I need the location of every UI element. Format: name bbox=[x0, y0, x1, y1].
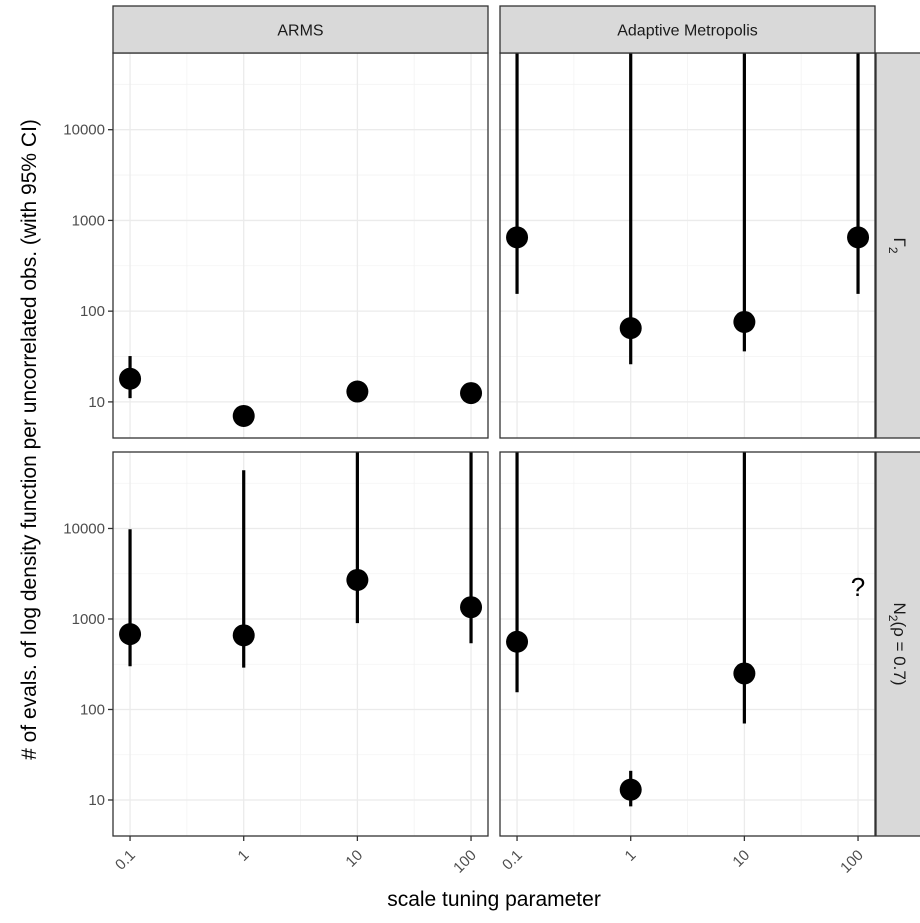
data-point bbox=[232, 404, 255, 427]
panel-2-series bbox=[119, 452, 483, 668]
y-tick-label: 100 bbox=[80, 303, 105, 320]
panel-0-series bbox=[119, 356, 483, 427]
y-tick-label: 10000 bbox=[63, 520, 105, 537]
data-point bbox=[346, 380, 369, 403]
x-tick-label: 10 bbox=[342, 847, 366, 871]
facet-row-label: N2(ρ = 0.7) bbox=[886, 603, 909, 686]
y-tick-label: 10000 bbox=[63, 122, 105, 139]
data-point bbox=[506, 226, 529, 249]
x-tick-label: 1 bbox=[235, 847, 253, 865]
x-tick-label: 10 bbox=[729, 847, 753, 871]
data-point bbox=[119, 623, 142, 646]
x-tick-label: 0.1 bbox=[499, 847, 526, 874]
panel-border bbox=[499, 451, 876, 837]
panel-3-series bbox=[506, 452, 756, 807]
facet-row-label-subscript: 2 bbox=[886, 615, 900, 622]
data-point bbox=[232, 624, 255, 647]
facet-row-label-base: Γ bbox=[890, 237, 909, 246]
y-tick-label: 1000 bbox=[72, 212, 105, 229]
data-point bbox=[346, 568, 369, 591]
facet-strip-right bbox=[875, 52, 920, 439]
x-tick-label: 100 bbox=[450, 847, 480, 877]
facet-strip-top bbox=[112, 5, 489, 54]
panel-border bbox=[112, 451, 489, 837]
data-point bbox=[119, 367, 142, 390]
data-point bbox=[506, 630, 529, 653]
y-tick-label: 1000 bbox=[72, 611, 105, 628]
y-tick-label: 10 bbox=[88, 792, 105, 809]
facet-row-label-rest: (ρ = 0.7) bbox=[890, 621, 909, 685]
facet-label: Adaptive Metropolis bbox=[617, 23, 758, 40]
facet-row-label-subscript: 2 bbox=[886, 247, 900, 254]
data-point bbox=[460, 596, 483, 619]
y-tick-label: 10 bbox=[88, 394, 105, 411]
y-axis-title: # of evals. of log density function per … bbox=[18, 119, 41, 760]
data-point bbox=[847, 226, 870, 249]
facet-row-label-base: N bbox=[890, 603, 909, 615]
y-tick-label: 100 bbox=[80, 701, 105, 718]
panel-1-series bbox=[506, 53, 870, 365]
data-point bbox=[619, 778, 642, 801]
data-point bbox=[733, 662, 756, 685]
facet-strip-right bbox=[875, 451, 920, 837]
facet-row-label: Γ2 bbox=[886, 237, 909, 253]
x-tick-label: 0.1 bbox=[112, 847, 139, 874]
x-tick-label: 100 bbox=[837, 847, 867, 877]
annotation-question-mark: ? bbox=[851, 572, 865, 602]
facet-label: ARMS bbox=[277, 23, 323, 40]
data-point bbox=[733, 310, 756, 333]
x-axis-title: scale tuning parameter bbox=[387, 888, 601, 911]
x-tick-label: 1 bbox=[622, 847, 640, 865]
data-point bbox=[619, 317, 642, 340]
data-point bbox=[460, 382, 483, 405]
facet-strip-top bbox=[499, 5, 876, 54]
